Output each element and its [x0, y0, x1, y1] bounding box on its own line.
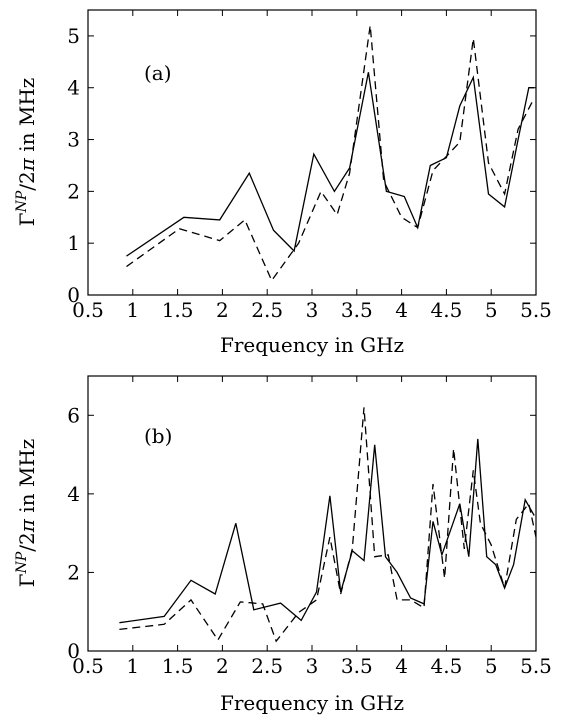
x-tick-label: 5.5: [520, 654, 552, 678]
x-axis-title-a: Frequency in GHz: [220, 333, 404, 357]
x-tick-label: 0.5: [72, 298, 104, 322]
x-tick-label: 5.5: [520, 298, 552, 322]
y-tick-label: 4: [67, 76, 80, 100]
x-tick-label: 3.5: [341, 654, 373, 678]
x-axis-title-b: Frequency in GHz: [220, 691, 404, 715]
x-tick-labels-a: 0.5 1 1.5 2 2.5 3 3.5 4 4.5 5 5.5: [72, 298, 552, 322]
y-tick-label: 1: [67, 231, 80, 255]
x-tick-label: 4: [395, 654, 408, 678]
x-tick-label: 5: [485, 298, 498, 322]
panel-label-a: (a): [144, 61, 172, 85]
plot-area-b: [87, 375, 537, 652]
y-tick-label: 4: [67, 482, 80, 506]
y-tick-label: 0: [67, 639, 80, 663]
x-tick-label: 2: [216, 654, 229, 678]
y-tick-label: 0: [67, 283, 80, 307]
series-dashed-line: [126, 25, 535, 282]
lines-b: [119, 407, 536, 643]
x-tick-label: 0.5: [72, 654, 104, 678]
series-dashed-line: [119, 407, 536, 643]
series-solid-line: [119, 438, 535, 624]
lines-a: [126, 25, 535, 282]
x-tick-label: 3: [306, 654, 319, 678]
y-tick-label: 2: [67, 560, 80, 584]
x-tick-label: 1.5: [162, 298, 194, 322]
y-tick-label: 3: [67, 128, 80, 152]
x-tick-label: 1.5: [162, 654, 194, 678]
panel-label-b: (b): [144, 424, 172, 448]
x-tick-label: 4.5: [430, 654, 462, 678]
x-tick-label: 3.5: [341, 298, 373, 322]
chart-b: 0.5 1 1.5 2 2.5 3 3.5 4 4.5 5 5.5 0 2 4 6 (b) Frequen…: [14, 375, 552, 715]
y-axis-title-a: ΓNP/2π in MHz: [14, 78, 39, 227]
x-tick-label: 2: [216, 298, 229, 322]
chart-a: 0.5 1 1.5 2 2.5 3 3.5 4 4.5 5 5.5 0 1 2 3 4 5 (a) Frequ…: [14, 9, 552, 357]
y-tick-label: 2: [67, 179, 80, 203]
y-axis-title-b: ΓNP/2π in MHz: [14, 439, 39, 588]
plot-area-a: [87, 9, 537, 296]
x-tick-label: 5: [485, 654, 498, 678]
y-tick-labels-b: 0 2 4 6: [67, 403, 80, 663]
y-tick-labels-a: 0 1 2 3 4 5: [67, 24, 80, 307]
y-tick-label: 6: [67, 403, 80, 427]
y-tick-label: 5: [67, 24, 80, 48]
plot-frame-a: [87, 9, 537, 296]
x-tick-label: 2.5: [251, 654, 283, 678]
x-tick-label: 1: [126, 298, 139, 322]
x-tick-label: 2.5: [251, 298, 283, 322]
series-solid-line: [126, 72, 535, 257]
x-tick-label: 3: [306, 298, 319, 322]
x-tick-label: 4.5: [430, 298, 462, 322]
x-tick-label: 4: [395, 298, 408, 322]
x-tick-label: 1: [126, 654, 139, 678]
x-tick-labels-b: 0.5 1 1.5 2 2.5 3 3.5 4 4.5 5 5.5: [72, 654, 552, 678]
